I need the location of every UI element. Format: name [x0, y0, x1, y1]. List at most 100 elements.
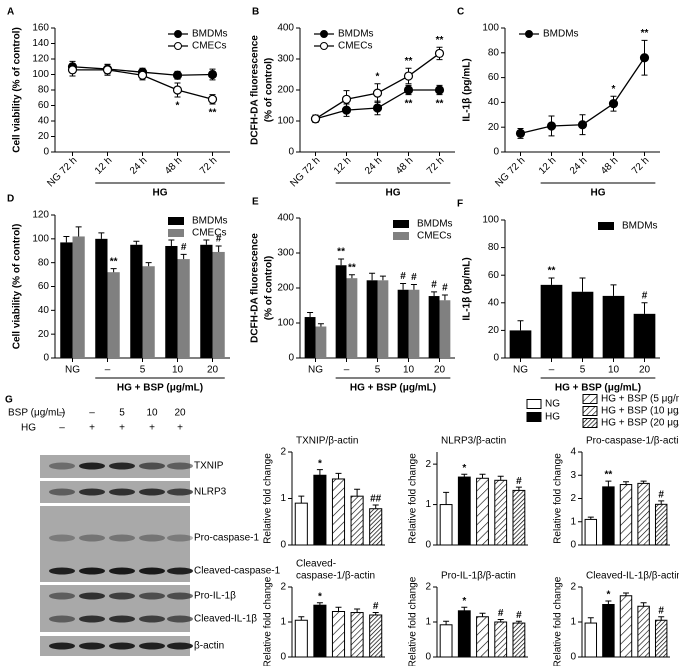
bar [397, 289, 409, 358]
bar [439, 624, 453, 658]
error-bar [133, 240, 140, 245]
x-tick-label: 12 h [93, 155, 115, 177]
error-bar [98, 232, 105, 239]
error-bar [641, 302, 648, 314]
error-bar [379, 275, 386, 281]
blot-band [109, 462, 135, 470]
legend-swatch [168, 229, 184, 237]
error-bar [180, 253, 187, 260]
bar [142, 266, 155, 358]
error-bar [145, 262, 152, 267]
y-axis-label: IL-1β (pg/mL) [462, 257, 473, 320]
x-tick-label: 24 h [568, 155, 590, 177]
blot-band [79, 462, 105, 470]
bar [457, 476, 471, 546]
bar [294, 502, 308, 546]
y-tick-label: 400 [277, 213, 294, 224]
y-tick-label: 0 [280, 540, 286, 551]
bar [494, 621, 508, 658]
annotation: # [442, 283, 448, 294]
blot-band [139, 567, 165, 575]
x-tick-label: 20 [639, 365, 651, 376]
annotation: * [318, 591, 322, 602]
bar [331, 611, 346, 658]
marker [67, 65, 78, 75]
bar [377, 280, 389, 358]
y-tick-label: 140 [32, 38, 49, 49]
bar [335, 265, 347, 358]
y-tick-label: 2 [425, 582, 431, 593]
blot-band [167, 462, 193, 470]
error-bar [479, 612, 486, 617]
legend-label: CMECs [417, 231, 451, 242]
legend-label: BMDMs [338, 29, 374, 40]
x-tick-label: NG [308, 365, 323, 376]
bar [331, 478, 346, 546]
bar [60, 242, 73, 358]
annotation: # [516, 610, 522, 621]
bar [512, 489, 526, 546]
x-tick-label: 24 h [128, 155, 150, 177]
blot-band [109, 534, 135, 542]
bar [428, 296, 440, 358]
y-tick-label: 100 [482, 215, 499, 226]
annotation: ** [110, 256, 118, 267]
error-bar [431, 291, 438, 297]
blot-band [139, 488, 165, 496]
row-label: BSP (μg/mL) [8, 408, 65, 419]
bar [637, 605, 650, 658]
marker [577, 120, 588, 130]
error-bar [640, 480, 647, 484]
row-cell: 20 [174, 408, 186, 419]
legend-marker [174, 30, 182, 38]
error-bar [587, 516, 594, 520]
blot-band [79, 592, 105, 600]
y-axis-label: DCFH-DA fluorescence [250, 233, 261, 343]
x-tick-label: NG 72 h [493, 155, 527, 189]
legend-swatch [393, 220, 409, 228]
annotation: # [373, 601, 379, 612]
y-tick-label: 40 [38, 116, 50, 127]
legend-marker [320, 42, 328, 50]
y-tick-label: 100 [482, 23, 499, 34]
x-tick-label: 12 h [537, 155, 559, 177]
blot-band [139, 615, 165, 623]
panel-label: B [252, 7, 259, 18]
blot-band [109, 592, 135, 600]
y-axis-label: Relative fold change [553, 453, 564, 544]
row-cell: + [119, 423, 125, 434]
annotation: # [658, 489, 664, 500]
annotation: * [462, 596, 466, 607]
bar [602, 295, 625, 358]
annotation: * [176, 101, 180, 112]
y-axis-label: Cell viability (% of control) [12, 224, 23, 350]
x-tick-label: 24 h [363, 155, 385, 177]
annotation: ** [548, 266, 556, 277]
blot-band [79, 642, 105, 650]
error-bar [587, 617, 594, 624]
annotation: * [376, 71, 380, 82]
bar [619, 484, 633, 546]
y-tick-label: 1 [280, 617, 286, 628]
annotation: * [612, 84, 616, 95]
row-cell: – [59, 423, 65, 434]
bar [602, 604, 615, 658]
bar [294, 619, 308, 658]
y-tick-label: 400 [277, 23, 294, 34]
bar [313, 474, 327, 546]
band-label: Pro-caspase-1 [194, 533, 259, 544]
bar [313, 604, 327, 658]
legend-swatch [582, 394, 598, 404]
blot-band [167, 592, 193, 600]
bar [130, 244, 143, 358]
bar [584, 518, 598, 546]
bar [346, 278, 358, 358]
bar [304, 317, 316, 358]
marker [515, 128, 526, 138]
x-tick-label: 10 [172, 365, 184, 376]
y-tick-label: 300 [277, 54, 294, 65]
y-tick-label: 1 [425, 617, 431, 628]
y-tick-label: 0 [570, 652, 576, 663]
x-tick-label: 10 [608, 365, 620, 376]
blot-band [109, 488, 135, 496]
